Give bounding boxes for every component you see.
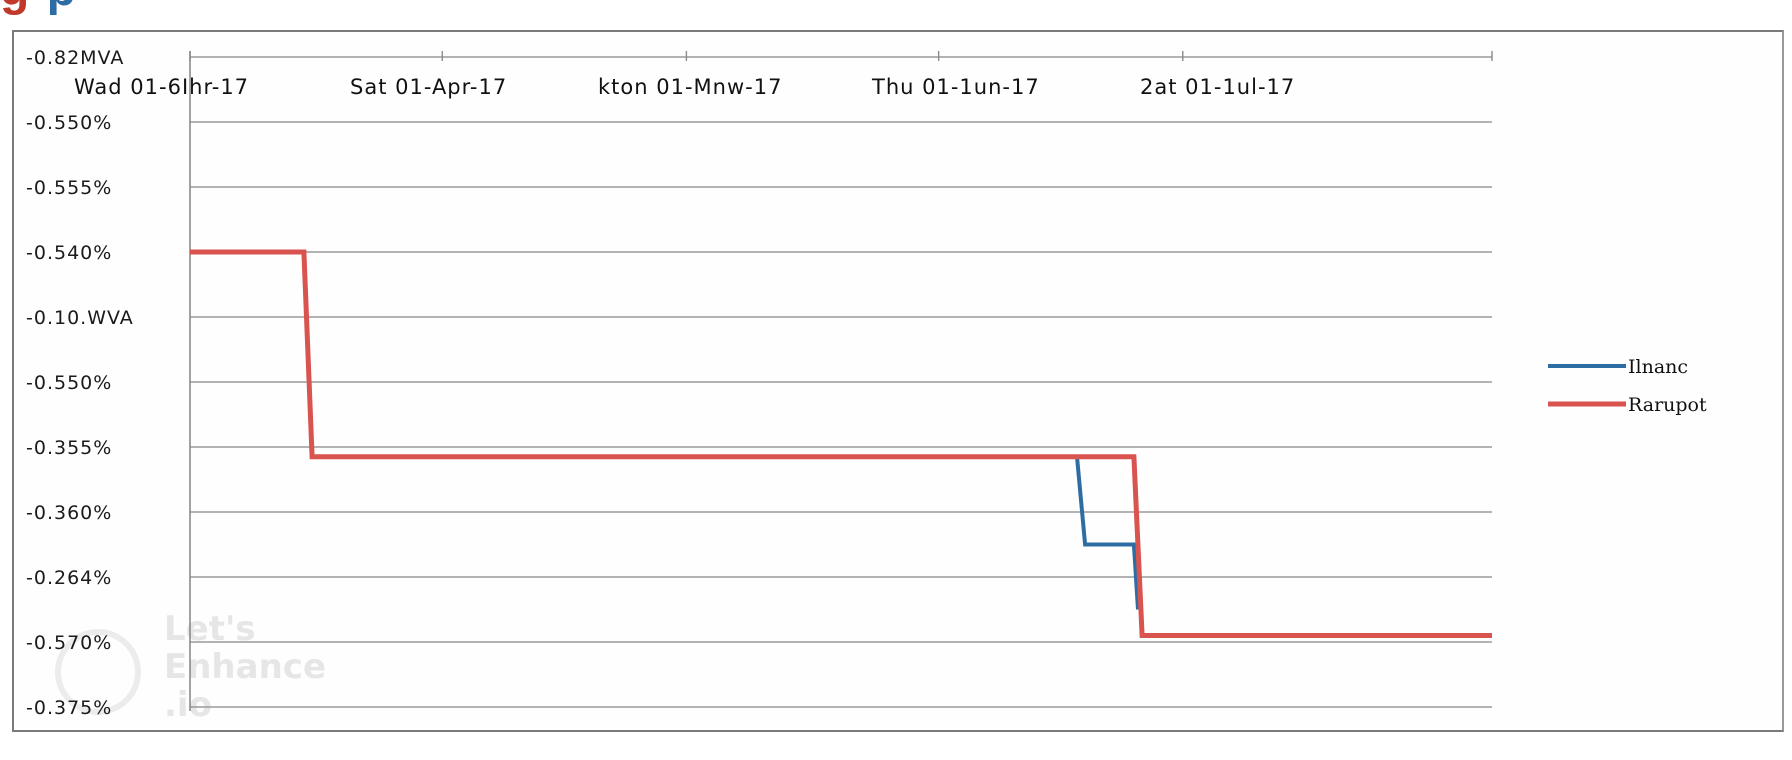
watermark-text: .io	[164, 685, 212, 725]
title-fragment-blue: p	[47, 0, 78, 16]
y-tick-label: -0.375%	[26, 697, 112, 719]
y-tick-label: -0.360%	[26, 502, 112, 524]
watermark-logo	[55, 629, 141, 715]
chart-title-fragment: g p	[0, 0, 78, 17]
chart-frame: Let's Enhance .io Wad 01-6Ihr-17 Sat 01-Apr-…	[12, 30, 1784, 732]
series-line-blue	[190, 250, 1140, 610]
y-tick-label: -0.540%	[26, 242, 112, 264]
y-tick-label: -0.82MVA	[26, 47, 124, 69]
y-tick-label: -0.10.WVA	[26, 307, 134, 329]
x-tick-label: kton 01-Mnw-17	[598, 75, 782, 99]
title-fragment-red: g	[0, 0, 31, 16]
legend-label: Rarupot	[1628, 394, 1707, 416]
series-line-red	[190, 249, 1492, 638]
y-tick-label: -0.264%	[26, 567, 112, 589]
x-tick-label: Sat 01-Apr-17	[350, 75, 507, 99]
x-tick-label: 2at 01-1ul-17	[1140, 75, 1295, 99]
x-tick-label: Thu 01-1un-17	[871, 75, 1040, 99]
y-tick-label: -0.355%	[26, 437, 112, 459]
watermark-text: Let's	[164, 609, 256, 649]
y-tick-label: -0.550%	[26, 372, 112, 394]
y-tick-label: -0.550%	[26, 112, 112, 134]
x-tick-label: Wad 01-6Ihr-17	[74, 75, 249, 99]
y-tick-label: -0.570%	[26, 632, 112, 654]
legend-label: Ilnanc	[1628, 356, 1688, 378]
watermark-text: Enhance	[164, 647, 326, 687]
y-tick-label: -0.555%	[26, 177, 112, 199]
